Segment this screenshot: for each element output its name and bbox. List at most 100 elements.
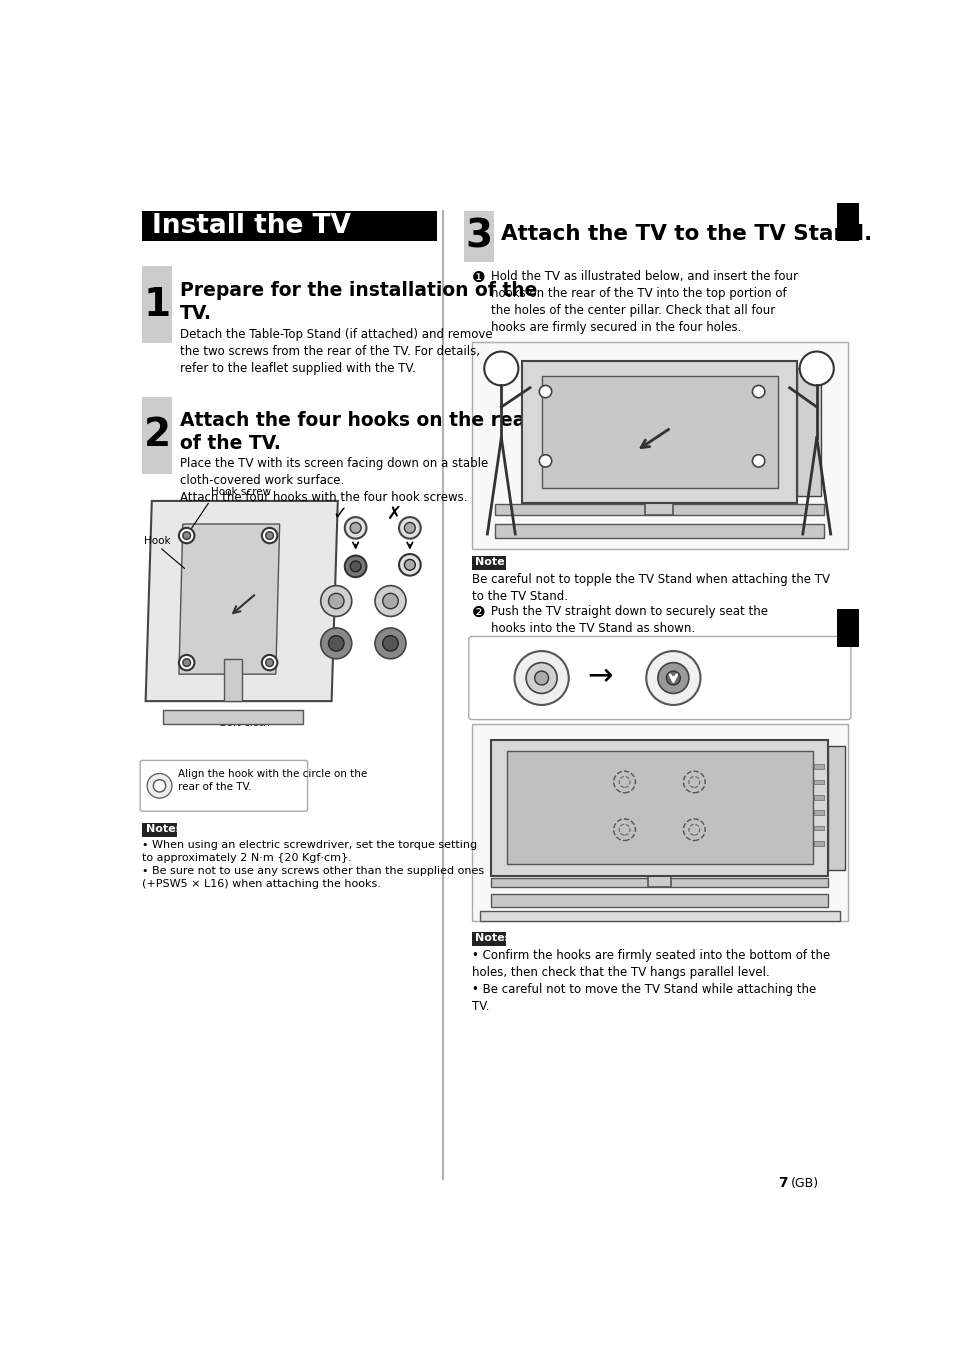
- Circle shape: [538, 385, 551, 397]
- Text: • Confirm the hooks are firmly seated into the bottom of the
holes, then check t: • Confirm the hooks are firmly seated in…: [472, 948, 829, 1013]
- Text: Align the hook with the circle on the
rear of the TV.: Align the hook with the circle on the re…: [178, 769, 367, 792]
- Bar: [506, 751, 812, 865]
- Circle shape: [799, 351, 833, 385]
- Circle shape: [266, 532, 274, 539]
- Circle shape: [328, 636, 344, 651]
- Circle shape: [328, 593, 344, 609]
- Text: ❷: ❷: [472, 605, 485, 620]
- Circle shape: [261, 528, 277, 543]
- FancyBboxPatch shape: [140, 761, 307, 811]
- Text: 7: 7: [777, 1177, 786, 1190]
- Bar: [224, 659, 242, 701]
- Text: Attach the four hooks on the rear
of the TV.: Attach the four hooks on the rear of the…: [179, 411, 534, 453]
- Text: Notes: Notes: [475, 934, 511, 943]
- Circle shape: [398, 517, 420, 539]
- Circle shape: [147, 774, 172, 798]
- Bar: [163, 711, 303, 724]
- Bar: [645, 380, 673, 515]
- Bar: [521, 361, 797, 503]
- Circle shape: [320, 585, 352, 616]
- Bar: [472, 342, 847, 550]
- Circle shape: [320, 628, 352, 659]
- Circle shape: [375, 628, 406, 659]
- FancyBboxPatch shape: [468, 636, 850, 720]
- Circle shape: [382, 593, 397, 609]
- Bar: [464, 211, 493, 262]
- Circle shape: [404, 523, 415, 534]
- Bar: [142, 266, 172, 343]
- Text: Notes: Notes: [146, 824, 182, 834]
- Text: 3: 3: [465, 218, 492, 255]
- Polygon shape: [179, 524, 279, 674]
- Text: →: →: [586, 662, 612, 690]
- Text: Note: Note: [475, 557, 504, 567]
- Bar: [541, 376, 778, 488]
- Circle shape: [261, 655, 277, 670]
- Bar: [142, 211, 436, 242]
- Circle shape: [398, 554, 420, 576]
- Circle shape: [538, 455, 551, 467]
- Text: Hook: Hook: [144, 535, 171, 546]
- Circle shape: [344, 555, 366, 577]
- Bar: [142, 823, 176, 836]
- Bar: [142, 397, 172, 474]
- Circle shape: [645, 651, 700, 705]
- Text: • When using an electric screwdriver, set the torque setting
to approximately 2 : • When using an electric screwdriver, se…: [142, 840, 484, 889]
- Bar: [814, 765, 822, 769]
- Text: (GB): (GB): [790, 1177, 818, 1190]
- Bar: [814, 825, 822, 831]
- Circle shape: [382, 636, 397, 651]
- Circle shape: [375, 585, 406, 616]
- Text: 2: 2: [144, 416, 171, 454]
- Text: Soft cloth: Soft cloth: [219, 719, 270, 728]
- Polygon shape: [146, 501, 337, 701]
- Bar: [472, 557, 505, 570]
- Bar: [814, 780, 822, 785]
- Bar: [814, 811, 822, 815]
- Text: Attach the TV to the TV Stand.: Attach the TV to the TV Stand.: [500, 224, 872, 243]
- Circle shape: [179, 655, 194, 670]
- Text: Hold the TV as illustrated below, and insert the four
hooks on the rear of the T: Hold the TV as illustrated below, and in…: [491, 270, 798, 334]
- Text: Detach the Table-Top Stand (if attached) and remove
the two screws from the rear: Detach the Table-Top Stand (if attached)…: [179, 328, 492, 374]
- Text: ✓: ✓: [332, 505, 347, 523]
- Circle shape: [344, 517, 366, 539]
- Text: Hook screw: Hook screw: [212, 488, 272, 497]
- Bar: [472, 724, 847, 920]
- Bar: [491, 878, 827, 888]
- Circle shape: [534, 671, 548, 685]
- Bar: [491, 894, 827, 907]
- Circle shape: [752, 385, 764, 397]
- Circle shape: [752, 455, 764, 467]
- Circle shape: [183, 532, 191, 539]
- Circle shape: [525, 662, 557, 693]
- Circle shape: [514, 651, 568, 705]
- Circle shape: [649, 438, 668, 457]
- Circle shape: [658, 662, 688, 693]
- Bar: [836, 609, 858, 647]
- Circle shape: [350, 561, 360, 571]
- Text: ✗: ✗: [386, 505, 401, 523]
- Bar: [479, 912, 840, 920]
- Bar: [797, 369, 820, 496]
- Text: Prepare for the installation of the
TV.: Prepare for the installation of the TV.: [179, 281, 537, 323]
- Circle shape: [183, 659, 191, 666]
- Bar: [814, 794, 822, 800]
- Bar: [495, 524, 823, 538]
- Text: Be careful not to topple the TV Stand when attaching the TV
to the TV Stand.: Be careful not to topple the TV Stand wh…: [472, 573, 829, 604]
- Circle shape: [266, 659, 274, 666]
- Circle shape: [350, 523, 360, 534]
- Bar: [827, 746, 844, 870]
- Circle shape: [484, 351, 517, 385]
- Text: 1: 1: [144, 285, 171, 324]
- Bar: [491, 739, 827, 875]
- Circle shape: [666, 671, 679, 685]
- Circle shape: [650, 813, 667, 830]
- Bar: [472, 932, 505, 946]
- Text: Install the TV: Install the TV: [152, 213, 351, 239]
- Bar: [647, 755, 670, 888]
- Bar: [495, 504, 823, 515]
- Bar: [814, 842, 822, 846]
- Text: Place the TV with its screen facing down on a stable
cloth-covered work surface.: Place the TV with its screen facing down…: [179, 457, 487, 504]
- Bar: [836, 203, 858, 242]
- Circle shape: [179, 528, 194, 543]
